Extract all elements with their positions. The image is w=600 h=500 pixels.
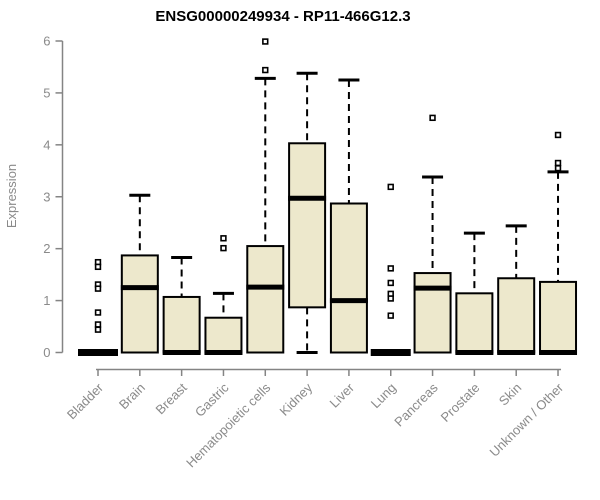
box-group [78,258,118,356]
box-group [120,193,159,354]
boxplot-series [78,38,578,356]
x-tick-label: Unknown / Other [487,380,567,460]
iqr-box [329,202,368,354]
y-axis-title: Expression [4,164,19,228]
outlier-point [94,321,102,328]
outlier-point [387,295,394,302]
box-group [497,224,536,355]
outlier-point [94,285,102,292]
x-tick-label: Skin [496,380,524,408]
iqr-box [497,277,536,354]
box-group [329,78,368,354]
box-group [413,114,452,354]
outlier-point [387,312,394,319]
outlier-point [554,164,562,172]
x-tick-label: Liver [327,380,358,411]
iqr-box [246,245,285,354]
x-tick-label: Bladder [64,380,107,423]
y-axis: 0 1 2 3 4 5 6 [43,34,64,360]
outlier-point [554,131,562,139]
collapsed-box-bar [78,349,118,356]
y-tick-label: 4 [43,137,50,152]
outlier-point [554,159,562,167]
x-tick-label: Kidney [277,380,316,419]
outlier-point [262,66,269,74]
box-group [288,71,327,354]
iqr-box [539,280,578,354]
box-group [162,255,201,355]
outlier-point [220,244,227,252]
x-tick-label: Lung [368,380,399,411]
outlier-point [262,38,269,45]
x-tick-label: Pancreas [391,380,441,430]
iqr-box [120,254,159,354]
chart-title: ENSG00000249934 - RP11-466G12.3 [155,8,410,25]
outlier-point [387,183,394,191]
outlier-point [94,263,102,271]
iqr-box [288,142,327,309]
x-tick-label: Breast [153,380,190,417]
box-group [246,38,285,354]
iqr-box [455,292,494,354]
y-tick-label: 0 [43,345,50,360]
y-tick-label: 3 [43,189,50,204]
collapsed-box-bar [370,349,411,356]
x-tick-label: Prostate [438,380,483,425]
outlier-point [94,326,102,333]
box-group [370,183,411,356]
outlier-point [94,309,102,316]
y-tick-label: 5 [43,85,50,100]
iqr-box [413,272,452,354]
iqr-box [162,295,201,354]
y-tick-label: 1 [43,293,50,308]
box-group [204,235,243,355]
y-tick-label: 2 [43,241,50,256]
iqr-box [204,316,243,354]
outlier-point [220,235,227,242]
x-tick-label: Brain [116,380,148,412]
box-group [539,131,578,355]
outlier-point [387,265,394,272]
y-tick-label: 6 [43,34,50,49]
x-tick-label: Gastric [192,380,232,420]
outlier-point [387,279,394,287]
box-group [455,231,494,355]
outlier-point [429,114,436,122]
